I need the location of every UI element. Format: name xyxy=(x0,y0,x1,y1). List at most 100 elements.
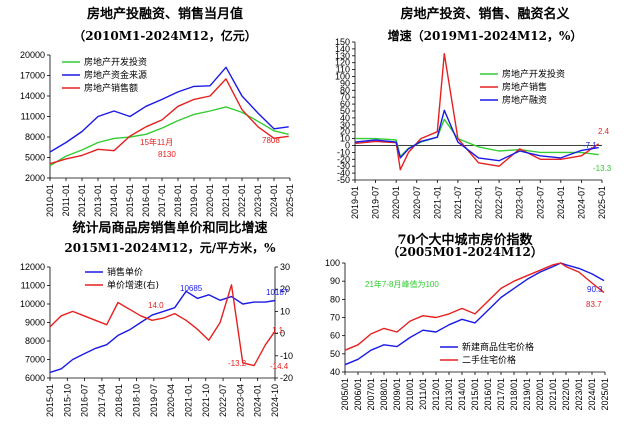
y-tick-label: -40 xyxy=(337,168,350,178)
legend-label: 房地产资金来源 xyxy=(84,69,147,81)
y-tick-label: 14000 xyxy=(20,91,45,101)
y-tick-label: 110 xyxy=(336,65,350,75)
x-tick-label: 2024-10 xyxy=(270,384,280,417)
x-tick-label: 2018-10 xyxy=(132,384,142,417)
y-tick-label: 10000 xyxy=(20,299,45,309)
x-tick-label: 2021-10 xyxy=(201,384,211,417)
x-tick-label: 2020-01 xyxy=(391,186,401,219)
x-tick-label: 2018/01 xyxy=(509,378,519,411)
series-line-1 xyxy=(355,118,599,158)
x-tick-label: 2021-01 xyxy=(221,184,231,217)
x-tick-label: 2012-01 xyxy=(77,184,87,217)
chart-subtitle: （2010M1-2024M12，亿元） xyxy=(73,28,256,43)
y-tick-label: 11000 xyxy=(21,281,45,291)
chart-4: 70个大中城市房价指数（2005M01-2024M12） 40 50 60 70 80 90… xyxy=(325,232,610,411)
x-tick-label: 2023-01 xyxy=(515,186,525,219)
data-annotation: -7.1 xyxy=(583,141,597,150)
chart-2: 房地产投资、销售、融资名义增速（2019M1-2024M12，%）-50-40-… xyxy=(335,6,607,219)
x-tick-label: 2017/01 xyxy=(496,378,506,411)
y2-tick-label: 0 xyxy=(280,329,285,339)
x-tick-label: 2023-01 xyxy=(253,184,263,217)
y-tick-label: -10 xyxy=(337,147,350,157)
x-tick-label: 2019-01 xyxy=(350,186,360,219)
data-annotation: 8130 xyxy=(158,150,176,159)
x-tick-label: 2021-01 xyxy=(183,384,193,417)
x-tick-label: 2020/01 xyxy=(535,378,545,411)
chart-subtitle: （2005M01-2024M12） xyxy=(387,244,543,259)
data-annotation: 2.4 xyxy=(598,127,610,136)
x-tick-label: 2020-01 xyxy=(205,184,215,217)
x-tick-label: 2024/01 xyxy=(587,378,597,411)
x-tick-label: 2022-01 xyxy=(237,184,247,217)
x-tick-label: 2008/01 xyxy=(379,378,389,411)
x-tick-label: 2024-01 xyxy=(253,384,263,417)
x-tick-label: 2018-01 xyxy=(173,184,183,217)
x-tick-label: 2005/01 xyxy=(340,378,350,411)
x-tick-label: 2019-07 xyxy=(371,186,381,219)
y-tick-label: 40 xyxy=(330,367,340,377)
y-tick-label: 10 xyxy=(340,134,350,144)
y-tick-label: 140 xyxy=(335,44,350,54)
x-tick-label: 2006/01 xyxy=(353,378,363,411)
x-tick-label: 2025/01 xyxy=(600,378,610,411)
x-tick-label: 2022/01 xyxy=(561,378,571,411)
x-tick-label: 2015-01 xyxy=(125,184,135,217)
x-tick-label: 2007/01 xyxy=(366,378,376,411)
y-tick-label: 5000 xyxy=(25,153,45,163)
y-tick-label: 6000 xyxy=(25,373,45,383)
x-tick-label: 2024-01 xyxy=(269,184,279,217)
x-tick-label: 2016-07 xyxy=(80,384,90,417)
x-tick-label: 2020-07 xyxy=(412,186,422,219)
y-tick-label: -50 xyxy=(337,175,350,185)
chart-subtitle: 2015M1-2024M12，元/平方米，% xyxy=(64,240,276,255)
x-tick-label: 2011/01 xyxy=(418,378,428,410)
x-tick-label: 2023/01 xyxy=(574,378,584,411)
y2-tick-label: 20 xyxy=(280,284,290,294)
series-line-3 xyxy=(49,78,289,165)
data-annotation: 14.0 xyxy=(148,301,164,310)
chart-title: 房地产投融资、销售当月值 xyxy=(87,6,243,22)
series-line-2 xyxy=(49,284,276,367)
x-tick-label: 2010/01 xyxy=(405,378,415,411)
x-tick-label: 2015/01 xyxy=(470,378,480,411)
x-tick-label: 2014-01 xyxy=(109,184,119,217)
data-annotation: 1.1 xyxy=(272,326,284,335)
y-tick-label: 50 xyxy=(330,349,340,359)
y-tick-label: 60 xyxy=(340,99,350,109)
legend-label: 房地产开发投资 xyxy=(502,68,565,80)
legend-label: 房地产开发投资 xyxy=(84,56,147,68)
legend-label: 新建商品住宅价格 xyxy=(462,341,534,353)
series-line-2 xyxy=(49,66,289,153)
y2-tick-label: 30 xyxy=(280,262,290,272)
x-tick-label: 2013-01 xyxy=(93,184,103,217)
data-annotation: -14.4 xyxy=(270,362,289,371)
y2-tick-label: -20 xyxy=(280,373,293,383)
chart-1: 房地产投融资、销售当月值 （2010M1-2024M12，亿元） 2000 5000 8… xyxy=(20,6,295,217)
data-annotation: -13.2 xyxy=(228,359,247,368)
y-tick-label: 70 xyxy=(330,313,340,323)
x-tick-label: 2024-07 xyxy=(576,186,586,219)
series-line-2 xyxy=(354,53,600,171)
x-tick-label: 2017-04 xyxy=(97,384,107,417)
data-annotation: 7808 xyxy=(262,136,280,145)
series-line-3 xyxy=(354,109,599,162)
x-tick-label: 2023-04 xyxy=(235,384,245,417)
x-tick-label: 2015-10 xyxy=(62,384,72,417)
x-tick-label: 2025-01 xyxy=(597,186,607,219)
series-line-1 xyxy=(344,262,605,366)
y-tick-label: 150 xyxy=(335,37,350,47)
x-tick-label: 2017-01 xyxy=(157,184,167,217)
series-line-1 xyxy=(49,106,289,167)
y-tick-label: 20000 xyxy=(20,50,45,60)
x-tick-label: 2011-01 xyxy=(61,184,71,216)
y-tick-label: 90 xyxy=(340,78,350,88)
legend-label: 单价增速(右) xyxy=(107,279,159,291)
y-tick-label: 9000 xyxy=(25,318,45,328)
y-tick-label: 60 xyxy=(330,331,340,341)
y-tick-label: 30 xyxy=(340,120,350,130)
x-tick-label: 2019-07 xyxy=(149,384,159,417)
y-tick-label: 12000 xyxy=(20,262,45,272)
chart-title: 统计局商品房销售单价和同比增速 xyxy=(72,220,267,236)
